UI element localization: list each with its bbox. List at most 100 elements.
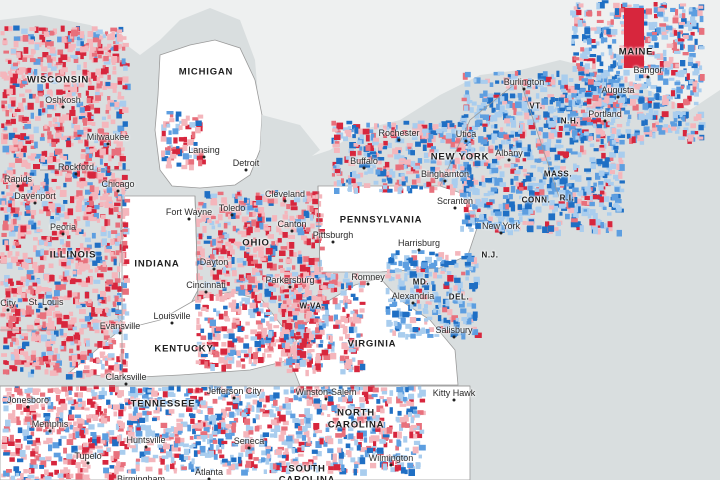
city-label-salisbury: Salisbury xyxy=(435,325,473,335)
city-label-utica: Utica xyxy=(455,129,477,139)
state-label-mass: MASS. xyxy=(543,169,573,179)
city-label-bangor: Bangor xyxy=(633,65,663,75)
city-marker xyxy=(331,240,335,244)
city-marker xyxy=(61,105,65,109)
city-label-portland: Portland xyxy=(588,109,622,119)
city-label-canton: Canton xyxy=(277,219,307,229)
city-marker xyxy=(106,142,110,146)
city-marker xyxy=(397,138,401,142)
city-label-wilmington: Wilmington xyxy=(368,453,414,463)
state-label-tennessee: TENNESSEE xyxy=(130,398,196,410)
city-marker xyxy=(522,87,526,91)
state-label-ohio: OHIO xyxy=(242,237,270,249)
city-label-clarksville: Clarksville xyxy=(105,372,147,382)
city-label-winston-salem: Winston-Salem xyxy=(295,387,357,397)
state-label-michigan: MICHIGAN xyxy=(178,66,234,78)
city-label-harrisburg: Harrisburg xyxy=(397,238,441,248)
state-label-r-i: R.I. xyxy=(559,193,575,203)
city-label-evansville: Evansville xyxy=(99,321,141,331)
city-label-oshkosh: Oshkosh xyxy=(45,95,81,105)
city-label-pittsburgh: Pittsburgh xyxy=(312,230,354,240)
maine-highlight xyxy=(624,8,644,68)
city-label-jonesboro: Jonesboro xyxy=(6,395,50,405)
state-label-maine: MAINE xyxy=(618,46,654,58)
city-label-rapids: Rapids xyxy=(3,174,33,184)
city-label-davenport: Davenport xyxy=(14,191,56,201)
city-marker xyxy=(187,217,191,221)
city-marker xyxy=(48,429,52,433)
city-marker xyxy=(118,331,122,335)
city-marker xyxy=(232,396,236,400)
city-marker xyxy=(507,158,511,162)
city-label-cincinnati: Cincinnati xyxy=(186,280,226,290)
city-marker xyxy=(202,155,206,159)
city-label-cleveland: Cleveland xyxy=(264,189,306,199)
state-label-pennsylvania: PENNSYLVANIA xyxy=(339,214,423,226)
state-label-carolina: CAROLINA xyxy=(327,419,385,431)
city-label-city: City xyxy=(0,298,16,308)
state-label-indiana: INDIANA xyxy=(134,258,180,270)
city-marker xyxy=(6,308,10,312)
city-label-albany: Albany xyxy=(495,148,523,158)
state-borders xyxy=(0,79,561,387)
city-label-dayton: Dayton xyxy=(199,257,229,267)
city-marker xyxy=(389,463,393,467)
city-label-kitty-hawk: Kitty Hawk xyxy=(432,388,476,398)
city-marker xyxy=(170,321,174,325)
city-label-romney: Romney xyxy=(351,272,385,282)
city-label-burlington: Burlington xyxy=(503,77,545,87)
state-label-illinois: ILLINOIS xyxy=(49,249,97,261)
city-label-lansing: Lansing xyxy=(188,145,220,155)
city-label-toledo: Toledo xyxy=(218,203,246,213)
city-marker xyxy=(44,307,48,311)
city-label-detroit: Detroit xyxy=(232,158,260,168)
city-label-memphis: Memphis xyxy=(31,419,69,429)
city-marker xyxy=(26,405,30,409)
city-label-birmingham: Birmingham xyxy=(116,474,166,480)
city-marker xyxy=(207,477,211,480)
state-label-vt: VT. xyxy=(529,101,543,111)
city-marker xyxy=(453,206,457,210)
city-label-rockford: Rockford xyxy=(57,162,95,172)
city-label-augusta: Augusta xyxy=(601,85,635,95)
city-marker xyxy=(362,166,366,170)
city-label-st-louis: St. Louis xyxy=(28,297,64,307)
lake-huron xyxy=(260,115,320,165)
city-label-huntsville: Huntsville xyxy=(126,435,166,445)
city-marker xyxy=(116,189,120,193)
city-marker xyxy=(499,231,503,235)
city-label-rochester: Rochester xyxy=(378,128,420,138)
city-marker xyxy=(244,168,248,172)
city-label-new-york: New York xyxy=(481,221,521,231)
state-label-carolina: CAROLINA xyxy=(278,474,336,480)
state-label-north: NORTH xyxy=(337,407,375,419)
state-label-conn: CONN. xyxy=(521,195,551,205)
city-marker xyxy=(16,184,20,188)
state-label-kentucky: KENTUCKY xyxy=(154,343,214,355)
city-label-louisville: Louisville xyxy=(153,311,191,321)
city-marker xyxy=(144,445,148,449)
city-label-seneca: Seneca xyxy=(233,436,265,446)
city-marker xyxy=(417,248,421,252)
city-label-tupelo: Tupelo xyxy=(74,451,102,461)
city-marker xyxy=(464,139,468,143)
city-marker xyxy=(452,335,456,339)
state-label-n-j: N.J. xyxy=(481,250,499,260)
city-label-buffalo: Buffalo xyxy=(350,156,378,166)
city-marker xyxy=(290,229,294,233)
city-marker xyxy=(603,119,607,123)
state-label-n-h: N.H. xyxy=(560,116,580,126)
state-label-del: DEL. xyxy=(448,292,470,302)
city-label-chicago: Chicago xyxy=(101,179,135,189)
state-label-wisconsin: WISCONSIN xyxy=(26,74,90,86)
city-marker xyxy=(288,285,292,289)
city-label-parkersburg: Parkersburg xyxy=(265,275,315,285)
city-label-milwaukee: Milwaukee xyxy=(86,132,130,142)
canada-land xyxy=(0,0,720,160)
state-label-new-york: NEW YORK xyxy=(430,151,490,163)
state-label-w-va: W.VA. xyxy=(299,301,325,311)
state-label-virginia: VIRGINIA xyxy=(347,338,397,350)
state-label-md: MD. xyxy=(412,277,430,287)
